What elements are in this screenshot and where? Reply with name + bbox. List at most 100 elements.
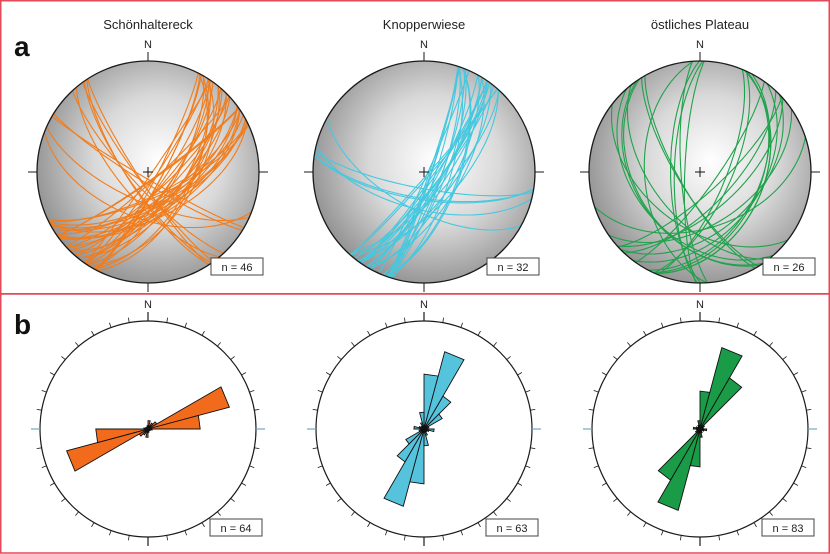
rose-tick [525, 390, 531, 393]
count-label: n = 26 [774, 262, 805, 274]
great-circle-plane [387, 66, 461, 278]
count-label: n = 83 [773, 523, 804, 535]
rose-tick [493, 342, 497, 347]
great-circle-plane [608, 108, 793, 244]
great-circle-plane [314, 151, 534, 197]
rose-center [697, 426, 703, 432]
rose-diagram-knopperwiese: N n = 63 [307, 299, 541, 546]
stereonet-oestliches-plateau: N n = 26 [580, 39, 820, 292]
rose-tick [477, 522, 481, 528]
rose-tick [184, 530, 187, 536]
great-circle-plane [385, 67, 472, 277]
rose-tick [530, 447, 536, 449]
rose-tick [166, 317, 168, 323]
rose-tick [249, 465, 255, 468]
rose-tick [736, 530, 739, 536]
rose-diagram-schoenhaltereck: N n = 64 [31, 299, 265, 546]
rose-tick [627, 511, 631, 516]
stereonet-outline [588, 60, 812, 284]
north-label: N [696, 39, 704, 51]
great-circle-plane [86, 79, 210, 266]
rose-tick [806, 409, 812, 411]
great-circle-plane [360, 80, 488, 264]
rose-tick [201, 522, 205, 528]
rose-center [145, 426, 151, 432]
rose-tick [613, 356, 618, 360]
rose-tick [41, 465, 47, 468]
rose-petal [699, 377, 743, 430]
rose-tick [217, 511, 221, 516]
great-circle-plane [47, 124, 249, 221]
rose-petal [95, 428, 149, 444]
great-circle-plane [654, 70, 772, 274]
rose-tick [312, 447, 318, 449]
rose-tick [36, 409, 42, 411]
rose-tick [217, 342, 221, 347]
rose-petal [147, 414, 201, 430]
great-circle-plane [83, 81, 212, 264]
rose-tick [793, 372, 799, 376]
great-circles [313, 66, 534, 279]
great-circle-plane [610, 103, 788, 248]
rose-tick [506, 356, 511, 360]
rose-tick [241, 482, 247, 486]
rose-petal [423, 351, 465, 430]
rose-tick [201, 330, 205, 336]
count-box [210, 257, 264, 276]
great-circle-plane [326, 118, 522, 231]
count-label: n = 46 [222, 262, 253, 274]
great-circle-plane [48, 121, 248, 233]
count-label: n = 64 [221, 523, 252, 535]
rose-tick [337, 498, 342, 502]
great-circle-plane [348, 90, 500, 255]
rose-tick [753, 330, 757, 336]
site-title-oestliches-plateau: östliches Plateau [651, 17, 749, 32]
rose-tick [385, 530, 388, 536]
rose-tick [351, 511, 355, 516]
great-circle-plane [48, 121, 248, 226]
rose-tick [601, 372, 607, 376]
count-box [762, 257, 816, 276]
great-circle-plane [95, 73, 201, 271]
rose-tick [385, 322, 388, 328]
great-circle-plane [679, 61, 708, 283]
rose-tick [736, 322, 739, 328]
rose-tick [493, 511, 497, 516]
center-cross [419, 167, 429, 177]
rose-tick [769, 342, 773, 347]
site-title-knopperwiese: Knopperwiese [383, 17, 465, 32]
rose-tick [337, 356, 342, 360]
rose-tick [91, 330, 95, 336]
rose-tick [806, 447, 812, 449]
great-circle-plane [385, 67, 471, 277]
great-circle-plane [75, 87, 220, 258]
rose-tick [801, 390, 807, 393]
rose-tick [367, 522, 371, 528]
rose-tick [230, 356, 235, 360]
rose-petal [657, 428, 701, 481]
north-label: N [696, 299, 704, 311]
rose-tick [753, 522, 757, 528]
great-circle-plane [350, 88, 498, 256]
rose-tick [109, 530, 112, 536]
rose-tick [91, 522, 95, 528]
great-circle-plane [82, 82, 214, 263]
rose-petal [423, 413, 443, 430]
center-cross [143, 167, 153, 177]
great-circle-plane [58, 106, 238, 240]
rose-tick [643, 522, 647, 528]
rose-tick [477, 330, 481, 336]
rose-tick [128, 317, 130, 323]
great-circle-plane [86, 78, 209, 266]
great-circle-plane [683, 61, 705, 283]
rose-tick [525, 465, 531, 468]
rose-tick [404, 317, 406, 323]
rose-tick [442, 535, 444, 541]
great-circle-plane [74, 89, 223, 256]
rose-tick [601, 482, 607, 486]
rose-tick [588, 409, 594, 411]
rose-tick [460, 322, 463, 328]
rose-petal [405, 428, 425, 445]
rose-tick [769, 511, 773, 516]
great-circle-plane [594, 137, 806, 234]
